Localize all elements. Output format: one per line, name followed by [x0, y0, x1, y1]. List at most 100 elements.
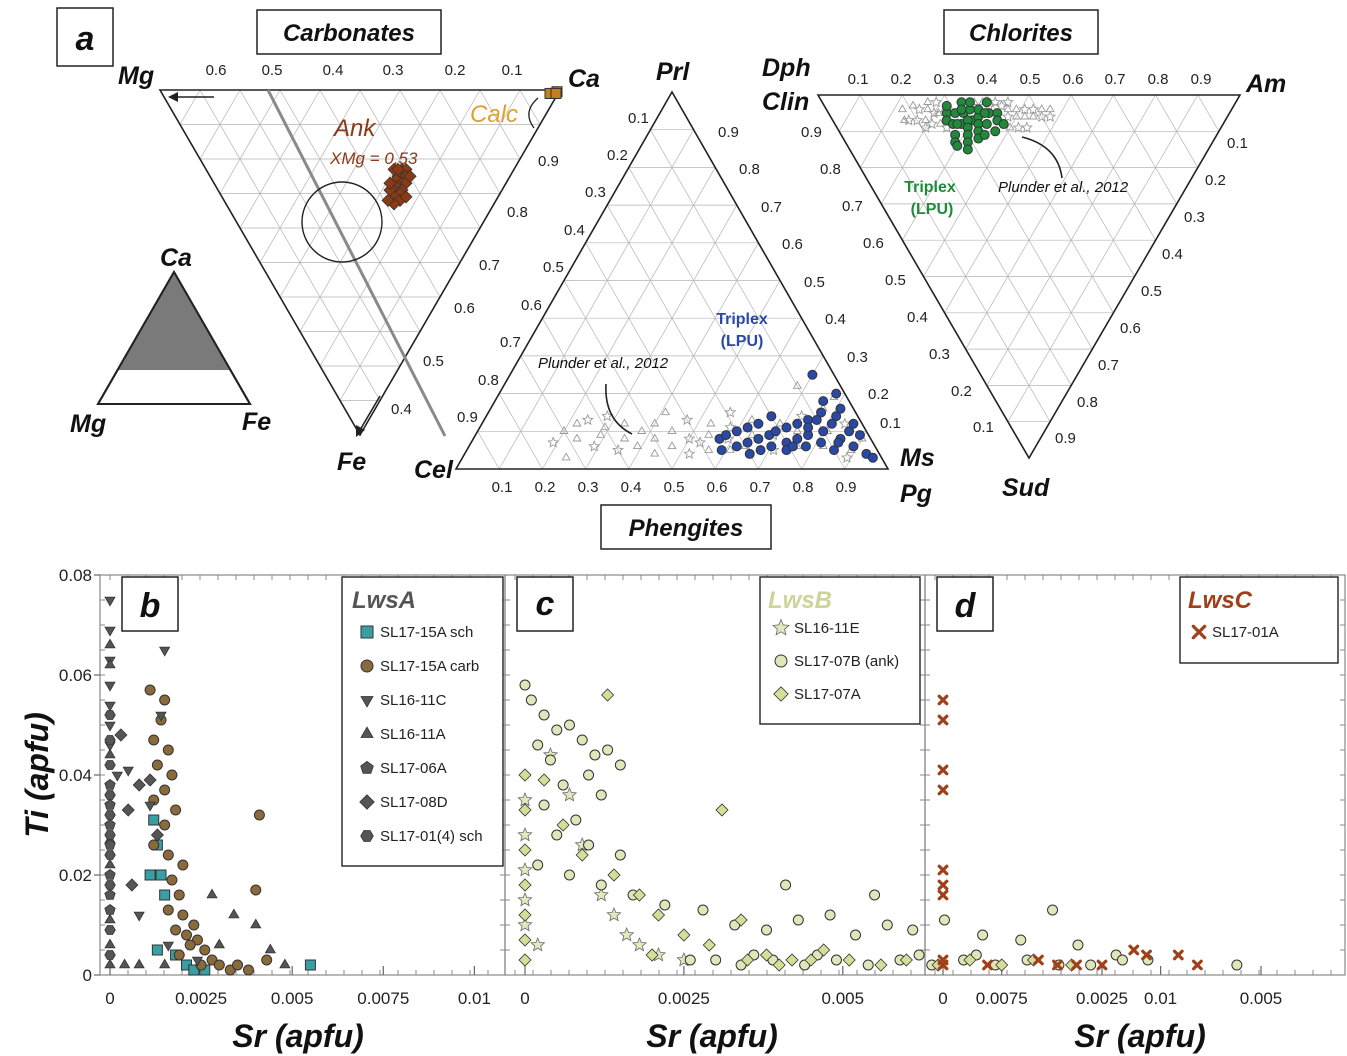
tick-label: 0.8	[820, 161, 841, 178]
data-point	[517, 916, 533, 932]
data-point	[144, 684, 156, 696]
legend-title: LwsA	[352, 587, 416, 614]
grid-line	[986, 94, 1156, 386]
phengite-triplex-point	[742, 437, 753, 448]
data-point	[159, 889, 171, 901]
data-point	[556, 818, 570, 832]
phengite-plunder-point	[792, 380, 802, 389]
data-point	[937, 714, 949, 726]
data-point	[602, 744, 614, 756]
data-point	[715, 803, 729, 817]
data-point	[104, 889, 116, 900]
y-tick-label: 0.08	[59, 566, 92, 585]
data-point	[181, 929, 193, 941]
tick-label: 0.9	[801, 124, 822, 141]
calcite-label: Calc	[470, 101, 518, 128]
tick-label: 0.9	[1191, 71, 1212, 88]
tick-label: 0.6	[1063, 71, 1084, 88]
phengite-triplex-point	[829, 445, 839, 456]
panel-b-plot: 0 0.0025 0.005 0.0075 0.01 0 0.02 0.04 0.06 0.08	[59, 566, 506, 1008]
ca-mg-fe-inset: Ca Mg Fe	[70, 244, 271, 438]
phengite-plunder-point	[704, 429, 714, 438]
phengite-plunder-point	[706, 418, 716, 427]
chlorite-triplex-point	[981, 97, 992, 108]
chlorites-ternary: 0.1 0.2 0.3 0.4 0.5 0.6 0.7 0.8 0.9 0.9 …	[762, 54, 1286, 502]
x-tick-label: 0.005	[822, 989, 865, 1008]
data-point	[537, 773, 551, 787]
tick-label: 0.8	[478, 372, 499, 389]
phengite-plunder-point	[683, 432, 696, 444]
data-point	[874, 958, 888, 972]
data-point	[104, 721, 116, 732]
phengite-plunder-point	[650, 448, 660, 457]
carbonate-point	[403, 169, 417, 183]
data-point	[104, 938, 116, 949]
legend-entry-label: SL17-01A	[1212, 624, 1279, 641]
chlorites-points	[897, 95, 1057, 155]
data-point	[148, 734, 160, 746]
data-point	[144, 801, 156, 812]
data-point	[532, 859, 544, 871]
grid-line	[279, 89, 421, 332]
data-point	[532, 739, 544, 751]
grid-line	[179, 89, 201, 125]
legend-entry-label: SL17-07B (ank)	[794, 653, 899, 670]
x-tick-label: 0.0025	[1076, 989, 1128, 1008]
legend-lwsc: LwsC SL17-01A	[1179, 576, 1339, 664]
tick-label: 0.1	[880, 415, 901, 432]
chlorite-plunder-point	[923, 96, 933, 105]
corner-label-am: Am	[1245, 70, 1286, 98]
chlorite-triplex-point	[998, 119, 1009, 130]
legend-marker	[360, 625, 374, 639]
legend-marker	[773, 686, 789, 702]
chlorite-triplex-point	[990, 126, 1001, 137]
grid-line	[520, 355, 586, 470]
legend-entry-label: SL17-06A	[380, 760, 447, 777]
data-point	[525, 694, 537, 706]
phengite-triplex-point	[816, 407, 827, 418]
data-point	[151, 759, 163, 771]
grid-line	[498, 129, 694, 470]
phengite-plunder-point	[838, 417, 851, 429]
grid-line	[563, 280, 673, 470]
data-point	[913, 949, 925, 961]
chlorite-triplex-point	[952, 140, 963, 151]
legend-marker	[360, 696, 374, 708]
phengite-triplex-point	[816, 437, 827, 448]
data-point	[937, 694, 949, 706]
data-point	[104, 790, 116, 800]
phengite-triplex-point	[766, 441, 777, 452]
data-point	[583, 769, 595, 781]
data-point	[213, 938, 225, 949]
data-point	[1015, 934, 1027, 946]
data-point	[155, 711, 167, 722]
panel-c-letter: c	[536, 585, 555, 623]
carbonate-point	[381, 193, 395, 207]
tick-label: 0.1	[628, 110, 649, 127]
data-point	[242, 964, 254, 976]
tick-label: 0.4	[1162, 246, 1183, 263]
data-point	[148, 839, 160, 851]
panel-b-label: b	[121, 576, 179, 632]
tick-label: 0.1	[1227, 135, 1248, 152]
chlorite-plunder-point	[1020, 111, 1030, 120]
data-point	[631, 936, 648, 952]
chlorites-title-box: Chlorites	[943, 9, 1099, 55]
chlorites-triangle-outline	[816, 94, 1242, 460]
xmg-label: XMg = 0,53	[329, 149, 418, 168]
data-point	[862, 959, 874, 971]
data-point	[899, 953, 913, 967]
data-point	[517, 791, 533, 807]
data-point	[253, 809, 265, 821]
grid-line	[439, 89, 501, 194]
ankerite-label: Ank	[332, 115, 377, 142]
data-point	[111, 771, 123, 782]
data-point	[104, 880, 116, 890]
tick-label: 0.5	[423, 353, 444, 370]
data-point	[538, 709, 550, 721]
legend-entry-label: SL17-07A	[794, 686, 861, 703]
data-point	[702, 938, 716, 952]
data-point	[159, 784, 171, 796]
data-point	[162, 941, 174, 952]
chlorite-plunder-point	[1011, 104, 1021, 113]
